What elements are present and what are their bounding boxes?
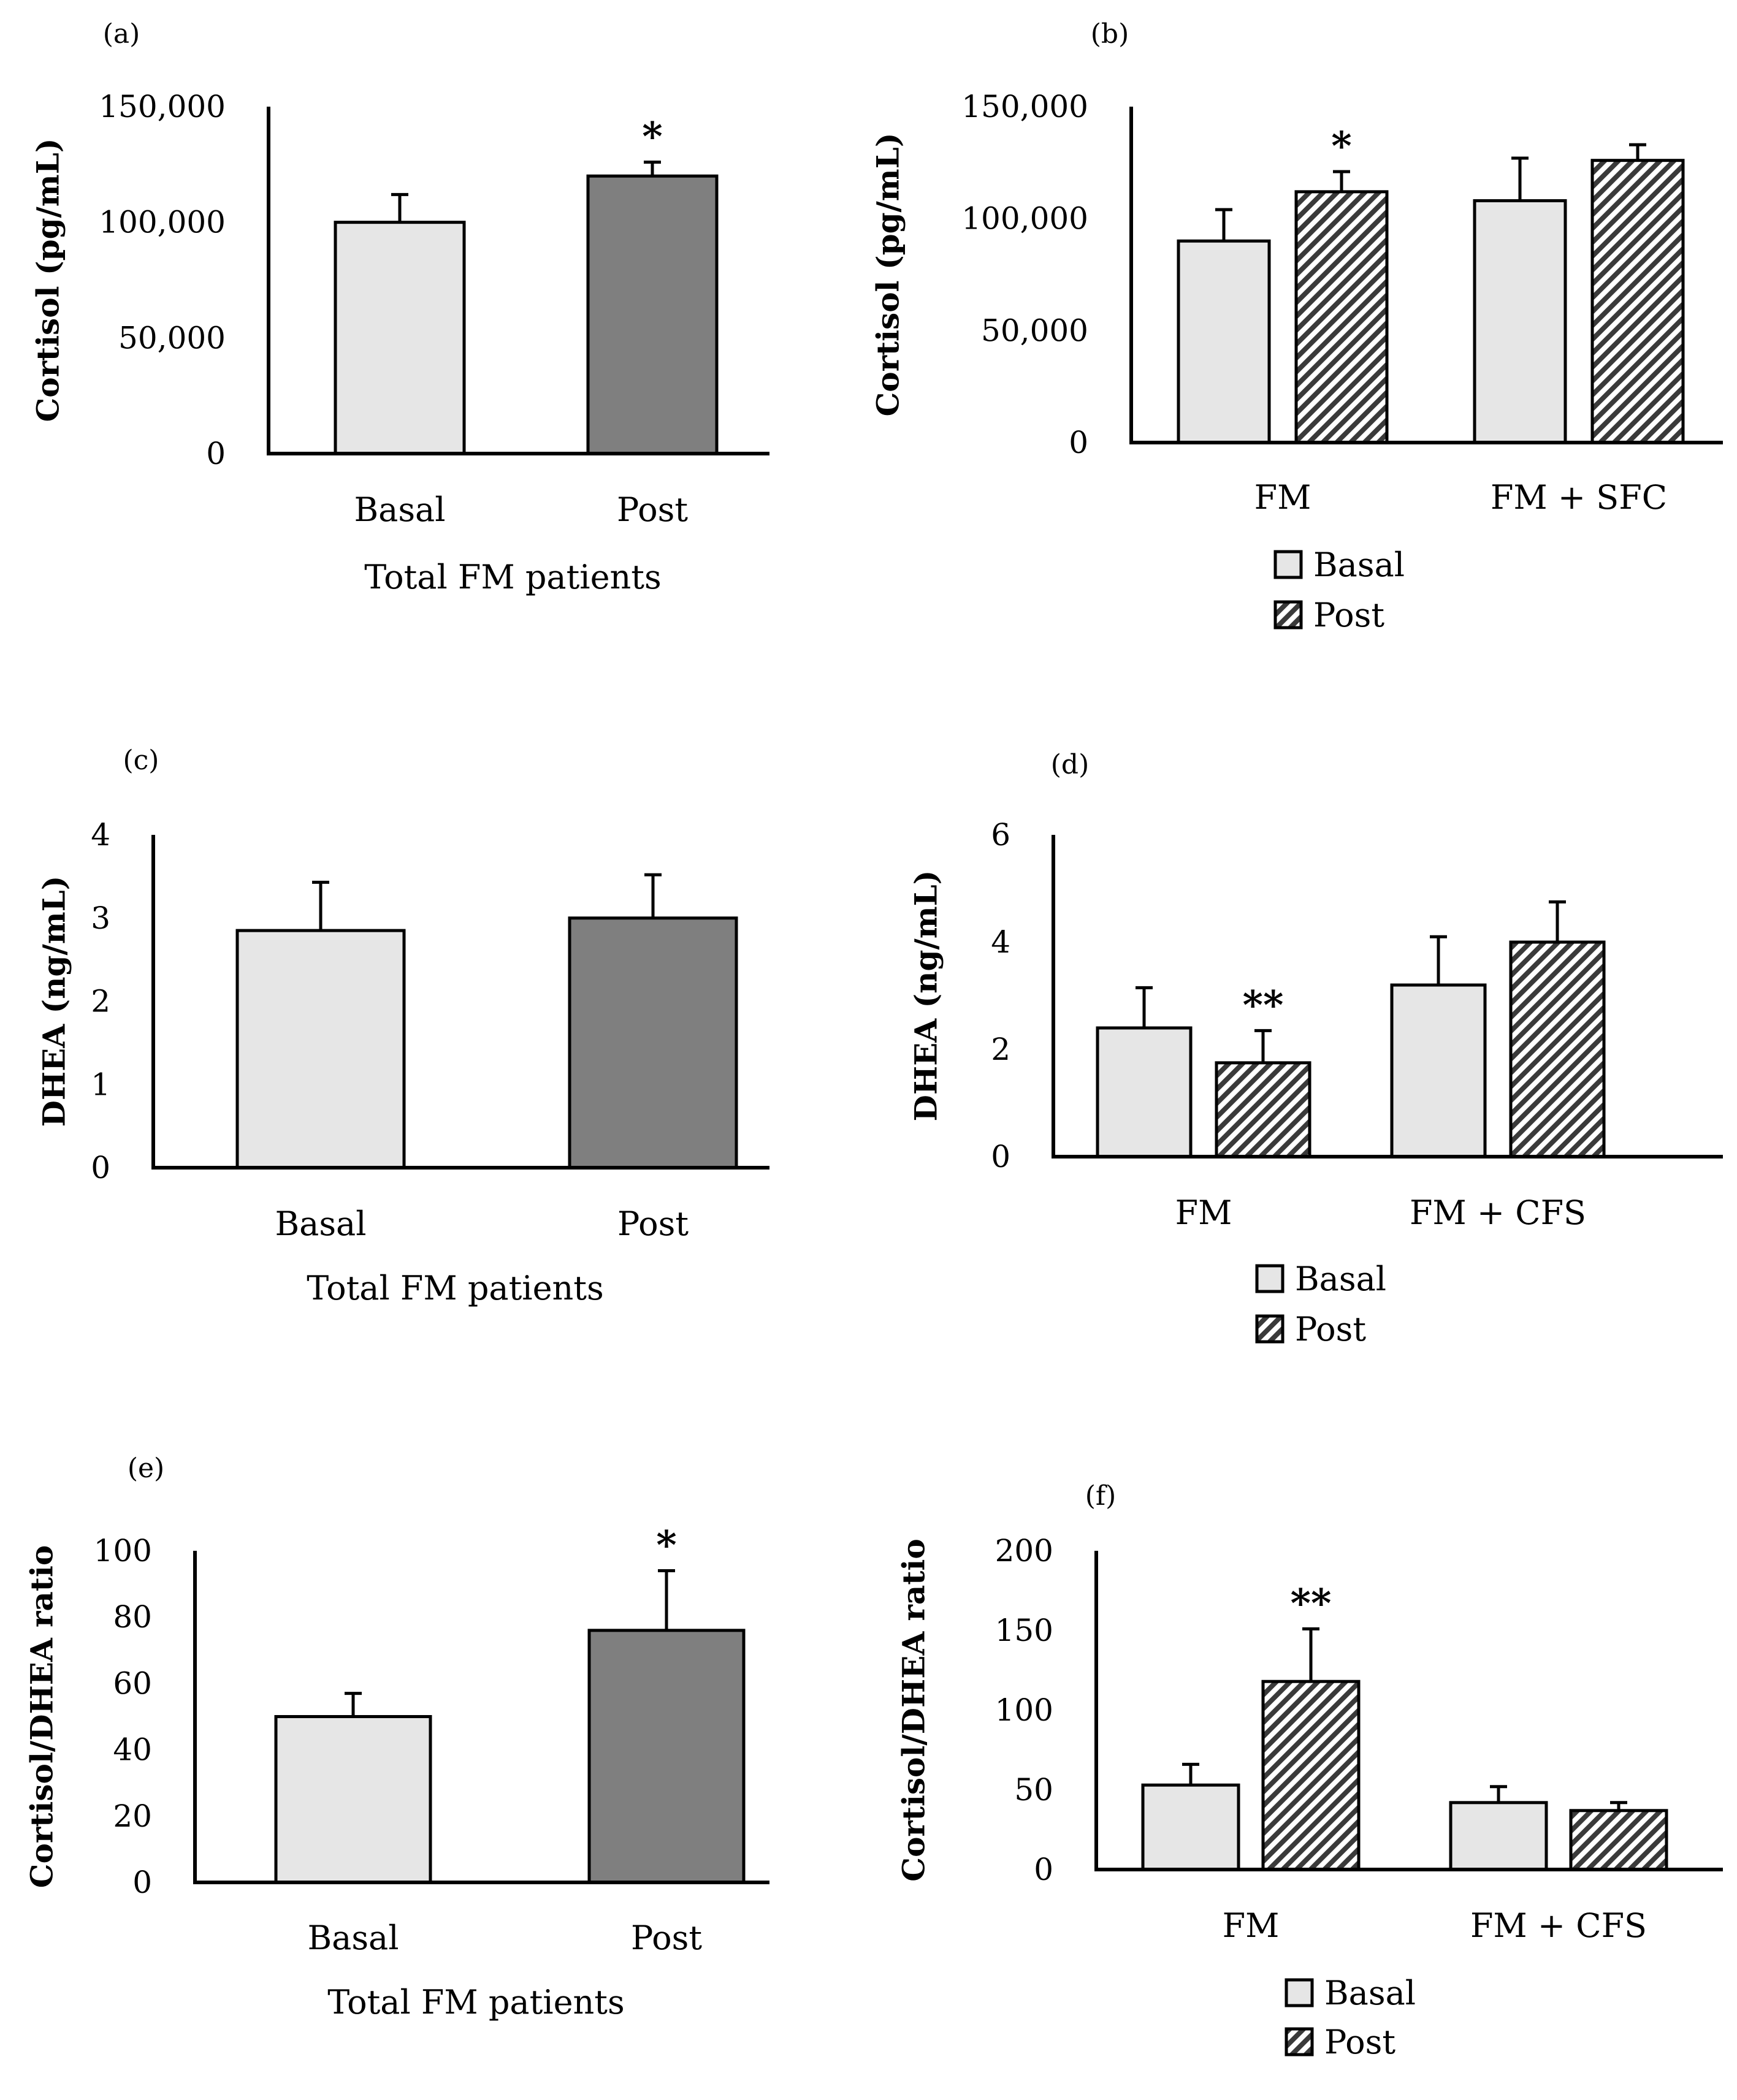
bar-basal-0 bbox=[1177, 239, 1271, 444]
panel-label: (c) bbox=[123, 745, 159, 776]
bar-basal bbox=[334, 221, 466, 455]
panel-label: (a) bbox=[103, 18, 140, 50]
bar-basal-1 bbox=[1390, 983, 1487, 1158]
y-tick-label: 2 bbox=[991, 1032, 1010, 1067]
y-tick-label: 2 bbox=[91, 984, 110, 1019]
y-tick-label: 150 bbox=[995, 1613, 1053, 1648]
x-axis-label: Total FM patients bbox=[364, 558, 661, 596]
y-tick-label: 0 bbox=[1034, 1852, 1053, 1887]
y-tick-label: 1 bbox=[91, 1067, 110, 1102]
y-tick-label: 200 bbox=[995, 1533, 1053, 1569]
bar-post-1 bbox=[1590, 159, 1685, 444]
bar-post-1 bbox=[1509, 940, 1606, 1158]
bar-basal bbox=[235, 929, 406, 1170]
legend-swatch-post bbox=[1255, 1314, 1285, 1344]
bar-basal-0 bbox=[1096, 1026, 1193, 1158]
panel-f: (f) Cortisol/DHEA ratio 0 50 100 150 200 ** FM FM… bbox=[896, 1480, 1723, 2061]
bar-post-1 bbox=[1569, 1809, 1668, 1871]
y-tick-label: 60 bbox=[113, 1665, 152, 1701]
y-axis-label: Cortisol/DHEA ratio bbox=[24, 1545, 60, 1888]
y-tick-label: 0 bbox=[1069, 425, 1088, 460]
legend-label: Basal bbox=[1324, 1974, 1416, 2012]
legend-swatch-post bbox=[1273, 600, 1303, 630]
significance-marker-post: * bbox=[642, 114, 662, 160]
legend-label: Basal bbox=[1313, 546, 1405, 584]
panel-b: (b) Cortisol (pg/mL) 0 50,000 100,000 150,000… bbox=[870, 18, 1723, 634]
y-tick-label: 20 bbox=[113, 1798, 152, 1834]
panel-e: (e) Cortisol/DHEA ratio 0 20 40 60 80 100 Basal *… bbox=[24, 1453, 769, 2022]
y-tick-label: 0 bbox=[91, 1150, 110, 1185]
x-category-label: Post bbox=[631, 1919, 702, 1957]
legend-label: Post bbox=[1295, 1310, 1366, 1349]
panel-a: (a) Cortisol (pg/mL) 0 50,000 100,000 150,000… bbox=[30, 18, 769, 596]
significance-marker-post-0: ** bbox=[1291, 1580, 1332, 1626]
significance-marker-post: * bbox=[656, 1522, 676, 1568]
y-tick-label: 0 bbox=[991, 1139, 1010, 1174]
x-category-label: FM bbox=[1175, 1193, 1232, 1232]
bar-post-0 bbox=[1261, 1680, 1361, 1871]
panel-label: (e) bbox=[128, 1453, 164, 1484]
bar-post bbox=[586, 174, 719, 455]
x-category-label: FM + CFS bbox=[1410, 1193, 1586, 1232]
y-tick-label: 100,000 bbox=[961, 201, 1088, 237]
legend-label: Post bbox=[1324, 2023, 1395, 2061]
panel-label: (f) bbox=[1085, 1480, 1117, 1512]
bar-basal-1 bbox=[1473, 199, 1567, 444]
bar-post-0 bbox=[1294, 190, 1389, 444]
x-category-label: Basal bbox=[354, 490, 445, 529]
x-category-label: FM + CFS bbox=[1470, 1906, 1647, 1945]
bar-basal bbox=[274, 1715, 432, 1884]
significance-marker-post-0: ** bbox=[1243, 982, 1284, 1028]
y-tick-label: 4 bbox=[991, 924, 1010, 960]
x-category-label: Basal bbox=[275, 1204, 366, 1243]
panel-label: (d) bbox=[1051, 749, 1090, 780]
x-axis-label: Total FM patients bbox=[327, 1983, 624, 2022]
bar-post bbox=[587, 1629, 746, 1884]
x-category-label: FM + SFC bbox=[1491, 478, 1667, 517]
y-axis-label: DHEA (ng/mL) bbox=[36, 876, 72, 1127]
y-tick-label: 0 bbox=[132, 1865, 152, 1900]
y-tick-label: 4 bbox=[91, 817, 110, 853]
x-category-label: Basal bbox=[307, 1919, 399, 1957]
x-axis-label: Total FM patients bbox=[307, 1269, 603, 1307]
y-tick-label: 0 bbox=[206, 436, 226, 471]
y-axis-label: Cortisol (pg/mL) bbox=[30, 138, 66, 422]
bar-basal-1 bbox=[1449, 1801, 1548, 1871]
y-tick-label: 100 bbox=[94, 1533, 152, 1569]
legend-label: Post bbox=[1313, 596, 1384, 634]
panel-label: (b) bbox=[1091, 18, 1129, 50]
y-tick-label: 100,000 bbox=[99, 205, 226, 240]
x-category-label: Post bbox=[617, 1204, 689, 1243]
y-tick-label: 150,000 bbox=[961, 89, 1088, 124]
x-category-label: Post bbox=[617, 490, 688, 529]
bar-post bbox=[568, 916, 738, 1170]
panel-d: (d) DHEA (ng/mL) 0 2 4 6 ** FM FM + CFS Basal Post bbox=[908, 749, 1723, 1349]
bar-post-0 bbox=[1215, 1061, 1311, 1158]
legend-swatch-basal bbox=[1255, 1264, 1285, 1293]
y-tick-label: 50,000 bbox=[981, 313, 1088, 348]
y-tick-label: 50 bbox=[1014, 1772, 1053, 1808]
panel-c: (c) DHEA (ng/mL) 0 1 2 3 4 Basal Post Total FM pa… bbox=[36, 745, 769, 1307]
y-tick-label: 80 bbox=[113, 1599, 152, 1635]
y-tick-label: 40 bbox=[113, 1732, 152, 1768]
y-axis-label: Cortisol/DHEA ratio bbox=[896, 1539, 932, 1881]
y-tick-label: 150,000 bbox=[99, 89, 226, 124]
x-category-label: FM bbox=[1223, 1906, 1280, 1945]
y-tick-label: 6 bbox=[991, 817, 1010, 853]
y-tick-label: 100 bbox=[995, 1692, 1053, 1728]
legend-swatch-basal bbox=[1273, 550, 1303, 579]
y-tick-label: 3 bbox=[91, 900, 110, 936]
x-category-label: FM bbox=[1254, 478, 1311, 517]
y-axis-label: DHEA (ng/mL) bbox=[908, 870, 944, 1122]
legend-label: Basal bbox=[1295, 1260, 1386, 1298]
bar-basal-0 bbox=[1141, 1783, 1240, 1871]
legend-swatch-basal bbox=[1285, 1978, 1314, 2007]
legend-swatch-post bbox=[1285, 2027, 1314, 2056]
y-tick-label: 50,000 bbox=[118, 320, 226, 356]
significance-marker-post-0: * bbox=[1331, 123, 1351, 169]
y-axis-label: Cortisol (pg/mL) bbox=[870, 132, 906, 416]
